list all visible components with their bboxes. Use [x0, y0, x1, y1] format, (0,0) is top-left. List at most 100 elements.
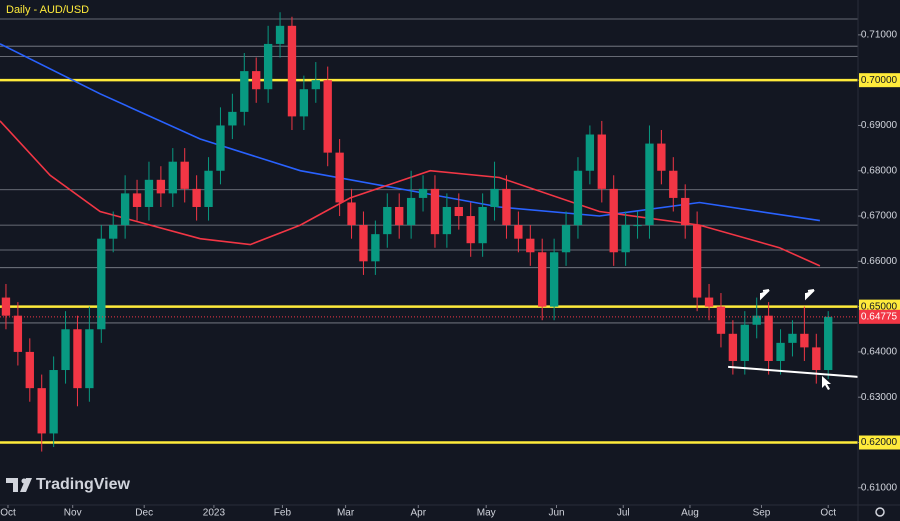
candle-body	[549, 252, 559, 307]
x-tick-label: Aug	[681, 508, 699, 519]
x-tick-label: 2023	[203, 508, 226, 519]
candle-body	[275, 25, 285, 44]
candle-body	[442, 206, 452, 235]
last-price-label: 0.64775	[861, 311, 898, 322]
arrows	[760, 289, 831, 390]
y-tick-label: 0.62000	[861, 437, 898, 448]
candle-body	[156, 179, 166, 194]
candle-body	[406, 197, 416, 226]
candle-body	[347, 202, 356, 226]
candle-body	[573, 170, 583, 226]
candle-body	[25, 351, 34, 389]
x-tick-label: May	[477, 508, 496, 519]
y-label-bg	[859, 73, 900, 88]
x-tick-label: Oct	[820, 508, 836, 519]
candle-body	[168, 161, 177, 194]
candle-body	[800, 333, 809, 348]
candle-body	[228, 111, 237, 126]
candle-body	[109, 225, 118, 239]
candle-body	[454, 206, 463, 217]
candle-body	[335, 152, 344, 203]
x-tick-label: Mar	[337, 508, 355, 519]
candle-body	[692, 225, 702, 298]
candle-body	[144, 179, 154, 207]
arrow	[805, 289, 815, 301]
arrow	[760, 289, 770, 301]
settings-icon[interactable]	[875, 507, 885, 517]
candle-body	[728, 333, 738, 361]
arrow	[822, 376, 831, 390]
candle-body	[585, 134, 595, 171]
candle-body	[383, 206, 392, 235]
y-tick-label: 0.69000	[861, 120, 898, 131]
y-tick-label: 0.66000	[861, 256, 898, 267]
settings-icon[interactable]	[875, 507, 885, 517]
y-label-bg	[859, 435, 900, 450]
x-tick-label: Sep	[753, 508, 771, 519]
candle-body	[561, 225, 571, 253]
candle-body	[621, 225, 630, 253]
candle-body	[1, 297, 11, 316]
logo-dot	[21, 478, 27, 484]
candle-body	[97, 238, 106, 330]
chart-title: Daily - AUD/USD	[6, 4, 89, 16]
candle-body	[252, 71, 261, 90]
y-tick-label: 0.64000	[861, 347, 898, 358]
candle-body	[180, 161, 189, 189]
last-price-bg	[859, 309, 900, 324]
plot-area	[0, 12, 859, 452]
candle-body	[287, 25, 297, 117]
candle-body	[73, 329, 82, 389]
candle-body	[240, 71, 249, 112]
candle-body	[645, 143, 654, 226]
candle-body	[359, 225, 368, 262]
x-tick-label: Nov	[64, 508, 82, 519]
y-tick-label: 0.65000	[861, 301, 898, 312]
candle-body	[669, 170, 678, 198]
candle-body	[657, 143, 666, 171]
x-tick-label: Feb	[274, 508, 292, 519]
candle-body	[49, 370, 58, 434]
moving-average	[0, 43, 821, 222]
candle-body	[478, 206, 487, 244]
x-tick-label: Apr	[410, 508, 426, 519]
candle-body	[85, 329, 94, 389]
candle-body	[395, 206, 404, 226]
y-tick-label: 0.61000	[861, 482, 898, 493]
candle-body	[120, 193, 130, 226]
x-tick-label: Dec	[135, 508, 153, 519]
x-tick-label: Oct	[0, 508, 16, 519]
candle-body	[824, 316, 833, 371]
candle-body	[752, 315, 761, 325]
logo: TradingView	[6, 476, 131, 493]
candle-body	[788, 333, 797, 343]
y-tick-label: 0.70000	[861, 75, 898, 86]
candle-body	[13, 315, 23, 352]
candle-body	[490, 188, 499, 207]
candle-body	[430, 188, 440, 235]
candle-body	[216, 125, 225, 171]
candle-body	[204, 170, 213, 207]
candle-body	[526, 238, 535, 253]
candle-body	[740, 324, 749, 361]
candle-body	[418, 188, 428, 198]
candle-body	[633, 225, 642, 227]
y-tick-label: 0.68000	[861, 165, 898, 176]
candle-body	[466, 216, 475, 244]
candle-body	[681, 197, 690, 226]
candle-body	[538, 252, 547, 307]
candle-body	[502, 188, 511, 226]
candle-body	[764, 315, 773, 361]
candle-body	[311, 80, 320, 90]
y-tick-label: 0.67000	[861, 211, 898, 222]
candle-body	[776, 342, 785, 361]
watermark: TradingView	[36, 476, 131, 493]
candle-body	[597, 134, 606, 189]
candle-body	[37, 388, 46, 434]
candle-body	[609, 188, 618, 253]
candle-body	[371, 234, 380, 262]
y-tick-label: 0.71000	[861, 30, 898, 41]
